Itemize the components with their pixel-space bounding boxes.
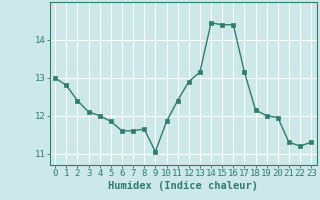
X-axis label: Humidex (Indice chaleur): Humidex (Indice chaleur) — [108, 181, 258, 191]
